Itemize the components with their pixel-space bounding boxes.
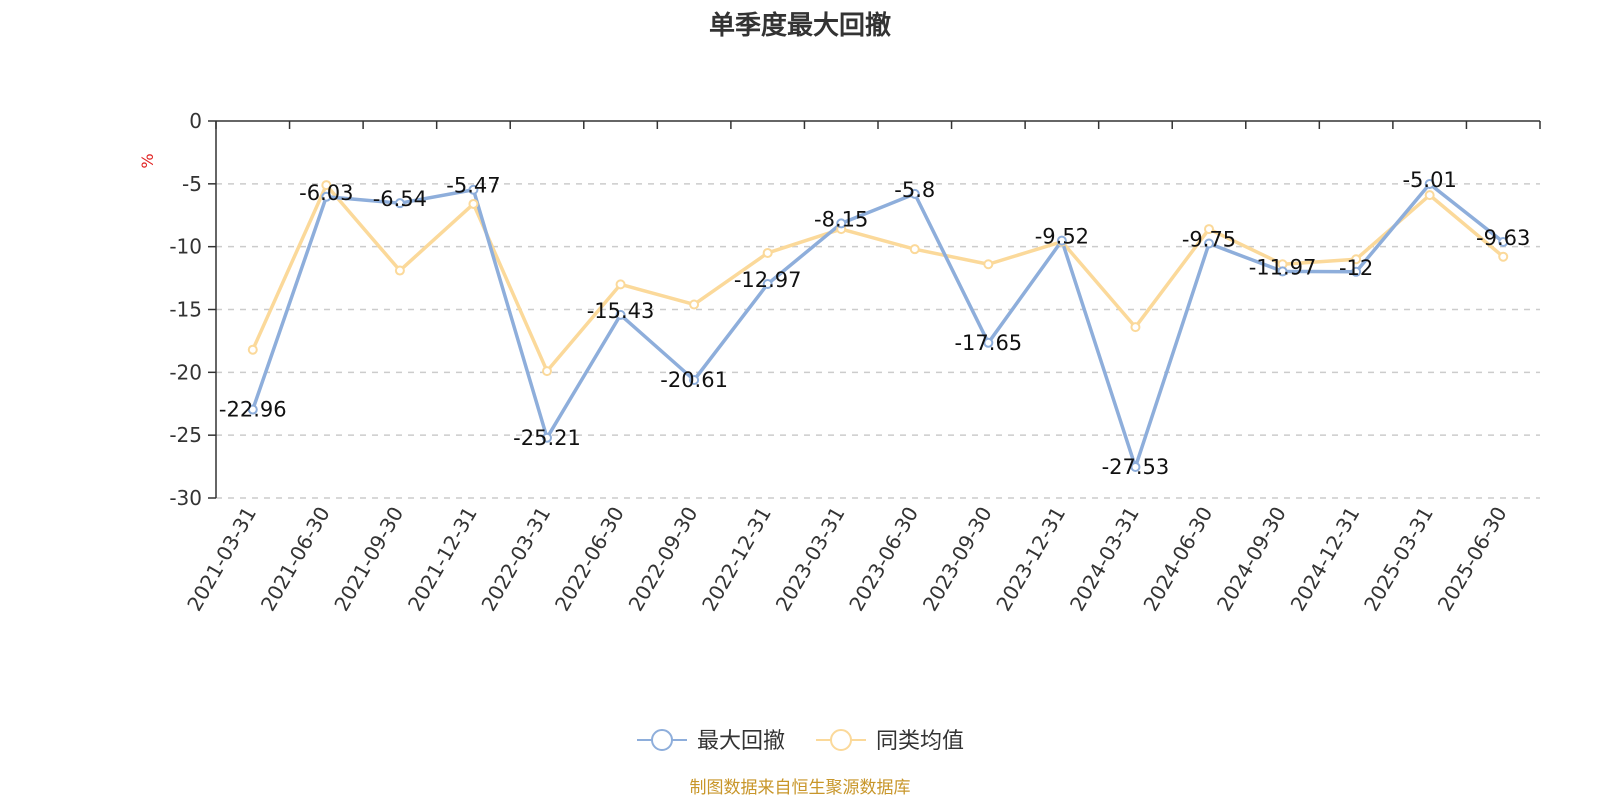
point-max-drawdown[interactable] [394, 198, 405, 209]
axes: 0-5-10-15-20-25-302021-03-312021-06-3020… [169, 109, 1541, 616]
series-layer [247, 178, 1509, 472]
x-tick-label: 2021-09-30 [329, 503, 408, 616]
point-max-drawdown[interactable] [1056, 235, 1067, 246]
series-line-peer-average [251, 183, 1505, 373]
data-label: -6.03 [299, 181, 353, 205]
chart-title: 单季度最大回撤 [709, 10, 891, 41]
x-tick-label: 2024-12-31 [1286, 503, 1365, 616]
point-peer-average[interactable] [983, 259, 994, 270]
source-note: 制图数据来自恒生聚源数据库 [690, 778, 911, 798]
data-label: -15.43 [587, 299, 655, 323]
point-max-drawdown[interactable] [689, 374, 700, 385]
x-tick-label: 2025-03-31 [1359, 503, 1438, 616]
y-tick-label: -5 [182, 172, 202, 196]
x-tick-label: 2021-12-31 [403, 503, 482, 616]
data-label: -8.15 [814, 207, 868, 231]
point-max-drawdown[interactable] [983, 337, 994, 348]
point-max-drawdown[interactable] [542, 432, 552, 443]
point-peer-average[interactable] [1424, 190, 1435, 201]
legend-marker-peer-average [830, 729, 852, 751]
data-label: -5.8 [894, 178, 935, 202]
point-max-drawdown[interactable] [836, 218, 847, 229]
data-label: -9.63 [1476, 226, 1530, 250]
y-tick-label: 0 [189, 109, 202, 133]
data-label: -12 [1339, 256, 1373, 280]
x-tick-label: 2023-09-30 [918, 502, 997, 615]
data-label: -27.53 [1102, 455, 1170, 479]
grid-lines [216, 183, 1540, 499]
y-tick-label: -20 [169, 360, 202, 384]
data-labels: -22.96 -6.03 -6.54 -5.47 -25.21 -15.43 -20.61 -… [219, 168, 1530, 479]
x-tick-label: 2024-03-31 [1065, 503, 1144, 616]
legend-label-peer-average: 同类均值 [876, 729, 964, 754]
point-peer-average[interactable] [394, 265, 405, 276]
y-axis-label: % [138, 153, 157, 168]
x-tick-label: 2023-12-31 [991, 503, 1070, 616]
data-label: -22.96 [219, 398, 287, 422]
data-label: -9.52 [1035, 225, 1089, 249]
legend-marker-max-drawdown [651, 729, 673, 751]
legend-item-peer-average[interactable]: 同类均值 [816, 729, 964, 754]
data-label: -12.97 [734, 268, 802, 292]
data-label: -11.97 [1249, 255, 1317, 279]
x-tick-label: 2024-06-30 [1138, 503, 1217, 616]
y-tick-label: -10 [169, 235, 202, 259]
point-peer-average[interactable] [1204, 224, 1214, 235]
point-max-drawdown[interactable] [468, 184, 479, 195]
point-peer-average[interactable] [468, 198, 479, 209]
point-peer-average[interactable] [1351, 254, 1362, 265]
point-max-drawdown[interactable] [909, 188, 920, 199]
legend[interactable]: 最大回撤 同类均值 [637, 729, 964, 754]
x-tick-label: 2025-06-30 [1433, 503, 1512, 616]
data-label: -5.01 [1402, 168, 1456, 192]
point-peer-average[interactable] [615, 279, 626, 290]
data-label: -5.47 [446, 174, 500, 198]
point-max-drawdown[interactable] [321, 191, 332, 202]
x-tick-label: 2022-09-30 [624, 503, 703, 616]
x-tick-label: 2023-06-30 [844, 503, 923, 616]
data-label: -25.21 [513, 426, 581, 450]
legend-item-max-drawdown[interactable]: 最大回撤 [637, 729, 785, 754]
point-max-drawdown[interactable] [615, 309, 626, 320]
y-tick-label: -25 [169, 423, 202, 447]
point-max-drawdown[interactable] [247, 404, 258, 415]
legend-label-max-drawdown: 最大回撤 [697, 729, 785, 754]
data-label: -17.65 [954, 331, 1022, 355]
x-tick-label: 2021-06-30 [256, 503, 335, 616]
point-peer-average[interactable] [909, 244, 920, 255]
point-max-drawdown[interactable] [1204, 238, 1214, 249]
series-line-max-drawdown [251, 182, 1505, 469]
point-max-drawdown[interactable] [1424, 178, 1435, 189]
data-label: -9.75 [1182, 228, 1236, 252]
x-tick-label: 2022-06-30 [550, 503, 629, 616]
point-peer-average[interactable] [321, 180, 332, 191]
point-peer-average[interactable] [762, 247, 773, 258]
x-tick-label: 2022-03-31 [476, 503, 555, 616]
x-tick-label: 2022-12-31 [697, 503, 776, 616]
point-peer-average[interactable] [542, 366, 552, 377]
data-label: -20.61 [660, 368, 728, 392]
y-tick-label: -15 [169, 298, 202, 322]
point-max-drawdown[interactable] [1498, 237, 1509, 248]
point-max-drawdown[interactable] [762, 278, 773, 289]
point-peer-average[interactable] [1130, 322, 1141, 333]
point-max-drawdown[interactable] [1130, 461, 1141, 472]
point-peer-average[interactable] [247, 344, 258, 355]
y-tick-label: -30 [169, 486, 202, 510]
data-label: -6.54 [373, 187, 427, 211]
point-max-drawdown[interactable] [1277, 266, 1288, 277]
x-tick-label: 2024-09-30 [1212, 503, 1291, 616]
point-max-drawdown[interactable] [1351, 266, 1362, 277]
x-tick-label: 2021-03-31 [182, 503, 261, 616]
x-tick-label: 2023-03-31 [771, 503, 850, 616]
point-peer-average[interactable] [689, 299, 700, 310]
point-peer-average[interactable] [1498, 251, 1509, 262]
